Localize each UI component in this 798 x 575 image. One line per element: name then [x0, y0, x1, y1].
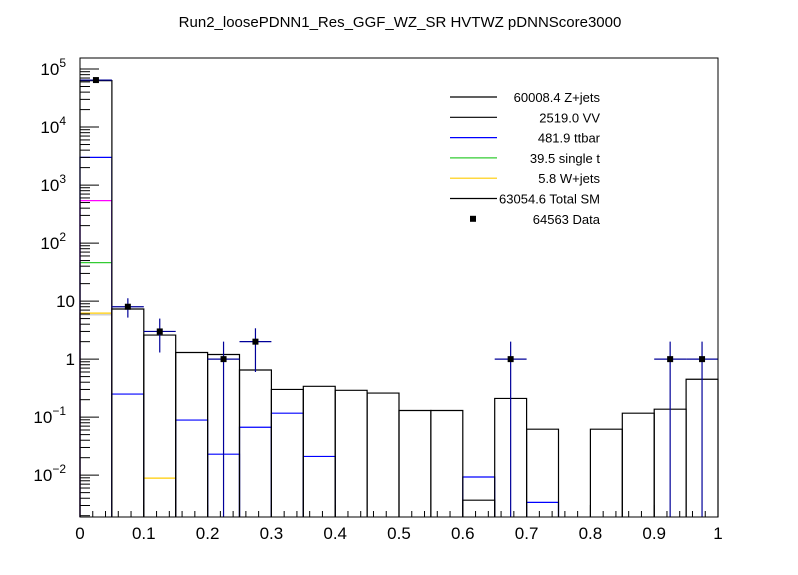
legend-label: 64563 Data: [533, 212, 601, 227]
legend-entry: 60008.4 Z+jets: [450, 90, 600, 105]
y-tick-label: 1: [66, 350, 75, 369]
histogram-bin: [79, 312, 113, 517]
histogram-bin: [175, 351, 209, 517]
histogram-bin: [143, 334, 177, 517]
histogram-bin: [366, 392, 400, 517]
legend-entry: 5.8 W+jets: [450, 171, 600, 186]
y-tick-label: 104: [40, 114, 66, 137]
legend-label: 5.8 W+jets: [538, 171, 600, 186]
histogram-bin: [238, 426, 272, 517]
y-tick-label: 105: [40, 56, 66, 79]
data-point: [252, 338, 259, 345]
legend-entry: 63054.6 Total SM: [450, 192, 600, 207]
y-tick-label: 103: [40, 172, 66, 195]
data-point: [667, 356, 674, 363]
y-tick-label: 102: [40, 230, 66, 253]
data-point: [156, 328, 163, 335]
series-w-jets: [79, 312, 177, 517]
histogram-bin: [302, 385, 336, 517]
x-tick-label: 0.7: [515, 524, 539, 543]
data-point: [92, 77, 99, 84]
x-tick-label: 0.9: [642, 524, 666, 543]
histogram-bin: [111, 308, 145, 517]
histogram-bin: [589, 428, 623, 517]
histogram-bin: [430, 409, 464, 517]
histogram-bin: [270, 412, 304, 517]
data-point: [507, 356, 514, 363]
x-tick-label: 0.4: [323, 524, 347, 543]
legend-marker: [470, 215, 476, 222]
series-ttbar: [79, 156, 560, 517]
y-tick-label: 10: [56, 292, 75, 311]
histogram-bin: [111, 393, 145, 517]
x-tick-label: 0.3: [260, 524, 284, 543]
histogram-bin: [238, 369, 272, 517]
x-tick-label: 0.6: [451, 524, 475, 543]
chart-title: Run2_loosePDNN1_Res_GGF_WZ_SR HVTWZ pDNN…: [179, 14, 622, 31]
legend-entry: 64563 Data: [470, 212, 601, 227]
x-tick-label: 0.1: [132, 524, 156, 543]
data-points: [80, 77, 718, 517]
histogram-bin: [621, 412, 655, 517]
legend-label: 63054.6 Total SM: [499, 192, 600, 207]
histogram-bin: [270, 388, 304, 517]
y-tick-label: 10−2: [33, 462, 66, 485]
histogram-bin: [526, 501, 560, 517]
legend-entry: 39.5 single t: [450, 151, 600, 166]
x-tick-label: 1: [713, 524, 722, 543]
histogram-bin: [334, 389, 368, 517]
histogram-bin: [302, 455, 336, 517]
histogram-bin: [79, 156, 113, 517]
histogram-bin: [79, 314, 113, 517]
series-total-sm: [79, 80, 719, 517]
x-tick-label: 0.5: [387, 524, 411, 543]
legend-label: 2519.0 VV: [539, 110, 600, 125]
x-tick-label: 0.8: [579, 524, 603, 543]
x-tick-label: 0.2: [196, 524, 220, 543]
series-stack-gray: [79, 314, 113, 517]
histogram-bin: [79, 80, 113, 517]
legend-entry: 481.9 ttbar: [450, 131, 601, 146]
legend-entry: 2519.0 VV: [450, 110, 600, 125]
data-point: [699, 356, 706, 363]
legend-label: 39.5 single t: [530, 151, 600, 166]
x-tick-label: 0: [75, 524, 84, 543]
legend-label: 481.9 ttbar: [538, 131, 601, 146]
data-point: [124, 303, 131, 310]
data-point: [220, 356, 227, 363]
histogram-bin: [462, 499, 496, 517]
histogram-bin: [175, 419, 209, 517]
y-tick-label: 10−1: [33, 404, 66, 427]
histogram-bin: [143, 477, 177, 517]
histogram-bin: [398, 409, 432, 517]
histogram-bin: [526, 428, 560, 517]
legend-label: 60008.4 Z+jets: [514, 90, 601, 105]
histogram-bin: [462, 476, 496, 517]
legend: 60008.4 Z+jets 2519.0 VV 481.9 ttbar 39.5 s…: [450, 90, 601, 227]
